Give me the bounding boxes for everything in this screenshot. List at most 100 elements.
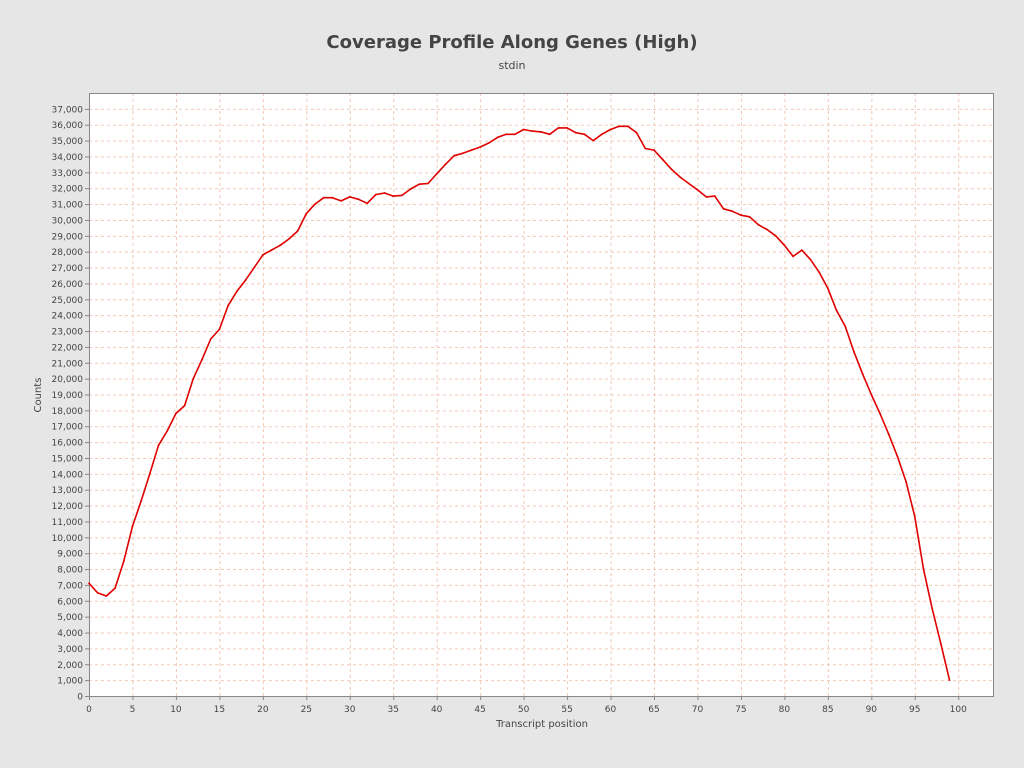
y-tick-label: 31,000 <box>52 201 84 211</box>
x-tick-label: 35 <box>388 705 399 715</box>
data-point <box>670 168 673 171</box>
y-tick-label: 15,000 <box>52 454 84 464</box>
data-point <box>540 131 542 133</box>
x-tick-label: 95 <box>909 705 920 715</box>
data-point <box>757 223 760 226</box>
data-point <box>201 358 203 361</box>
data-point <box>105 595 108 597</box>
data-point <box>774 234 777 237</box>
data-point <box>948 679 951 681</box>
data-point <box>235 290 238 293</box>
y-tick-label: 29,000 <box>52 232 84 242</box>
data-point <box>96 592 99 594</box>
data-point <box>835 309 838 312</box>
x-tick-label: 50 <box>518 705 530 715</box>
data-point <box>800 249 803 252</box>
x-tick-label: 45 <box>474 705 485 715</box>
y-tick-label: 28,000 <box>52 248 84 258</box>
data-point <box>531 130 534 133</box>
data-point <box>505 133 508 136</box>
data-point <box>879 412 881 415</box>
data-point <box>818 271 821 274</box>
data-point <box>479 146 482 148</box>
y-tick-label: 0 <box>77 693 83 703</box>
data-point <box>175 412 177 415</box>
data-point <box>679 176 681 179</box>
data-point <box>166 430 169 432</box>
data-point <box>279 244 282 247</box>
data-point <box>783 244 786 247</box>
data-point <box>870 393 873 396</box>
data-point <box>148 472 151 475</box>
data-point <box>114 587 116 589</box>
y-tick-label: 4,000 <box>57 629 83 639</box>
data-point <box>896 455 899 458</box>
x-tick-label: 80 <box>779 705 791 715</box>
data-point <box>409 188 412 190</box>
data-point <box>514 133 516 136</box>
data-point <box>939 642 942 645</box>
y-tick-label: 22,000 <box>52 343 84 353</box>
x-tick-label: 100 <box>950 705 967 715</box>
data-point <box>261 254 264 256</box>
data-point <box>887 433 890 436</box>
y-tick-label: 10,000 <box>52 534 84 544</box>
y-tick-label: 37,000 <box>52 105 84 115</box>
data-point <box>348 196 351 198</box>
y-tick-label: 18,000 <box>52 407 84 417</box>
data-point <box>140 499 143 502</box>
y-tick-label: 17,000 <box>52 423 84 433</box>
y-tick-label: 33,000 <box>52 169 84 179</box>
y-tick-label: 30,000 <box>52 216 84 226</box>
data-point <box>566 127 568 129</box>
x-tick-label: 75 <box>735 705 746 715</box>
y-tick-label: 11,000 <box>52 518 84 528</box>
data-point <box>314 203 316 206</box>
y-tick-label: 36,000 <box>52 121 84 131</box>
x-tick-label: 20 <box>257 705 269 715</box>
y-axis-label: Counts <box>33 378 44 413</box>
y-tick-label: 3,000 <box>57 645 83 655</box>
y-tick-label: 35,000 <box>52 137 84 147</box>
x-tick-label: 0 <box>86 705 92 715</box>
data-point <box>374 193 377 196</box>
x-tick-label: 60 <box>605 705 617 715</box>
data-point <box>600 133 603 136</box>
data-point <box>453 154 455 157</box>
data-point <box>88 582 90 585</box>
data-point <box>722 207 725 210</box>
data-point <box>913 515 916 518</box>
x-tick-label: 55 <box>561 705 572 715</box>
data-point <box>461 152 464 155</box>
data-point <box>905 480 907 483</box>
grid-lines <box>89 93 993 697</box>
data-point <box>383 192 386 194</box>
data-point <box>557 127 560 129</box>
x-tick-label: 30 <box>344 705 356 715</box>
axes <box>85 93 994 700</box>
data-point <box>288 238 290 240</box>
data-point <box>470 149 473 152</box>
data-point <box>418 183 421 186</box>
y-tick-label: 12,000 <box>52 502 84 512</box>
y-tick-label: 6,000 <box>57 597 83 607</box>
data-point <box>583 133 586 136</box>
data-point <box>444 163 447 166</box>
x-axis-label: Transcript position <box>495 719 588 730</box>
data-point <box>592 139 595 142</box>
data-point <box>731 210 734 213</box>
data-point <box>713 195 716 198</box>
y-tick-label: 8,000 <box>57 566 83 576</box>
data-point <box>296 230 299 233</box>
data-point <box>522 128 525 131</box>
data-point <box>853 350 855 353</box>
data-point <box>435 173 438 175</box>
chart-title: Coverage Profile Along Genes (High) <box>326 32 697 53</box>
data-point <box>748 215 751 218</box>
x-tick-label: 10 <box>170 705 182 715</box>
data-point <box>609 128 612 131</box>
y-tick-label: 16,000 <box>52 439 84 449</box>
y-tick-label: 19,000 <box>52 391 84 401</box>
